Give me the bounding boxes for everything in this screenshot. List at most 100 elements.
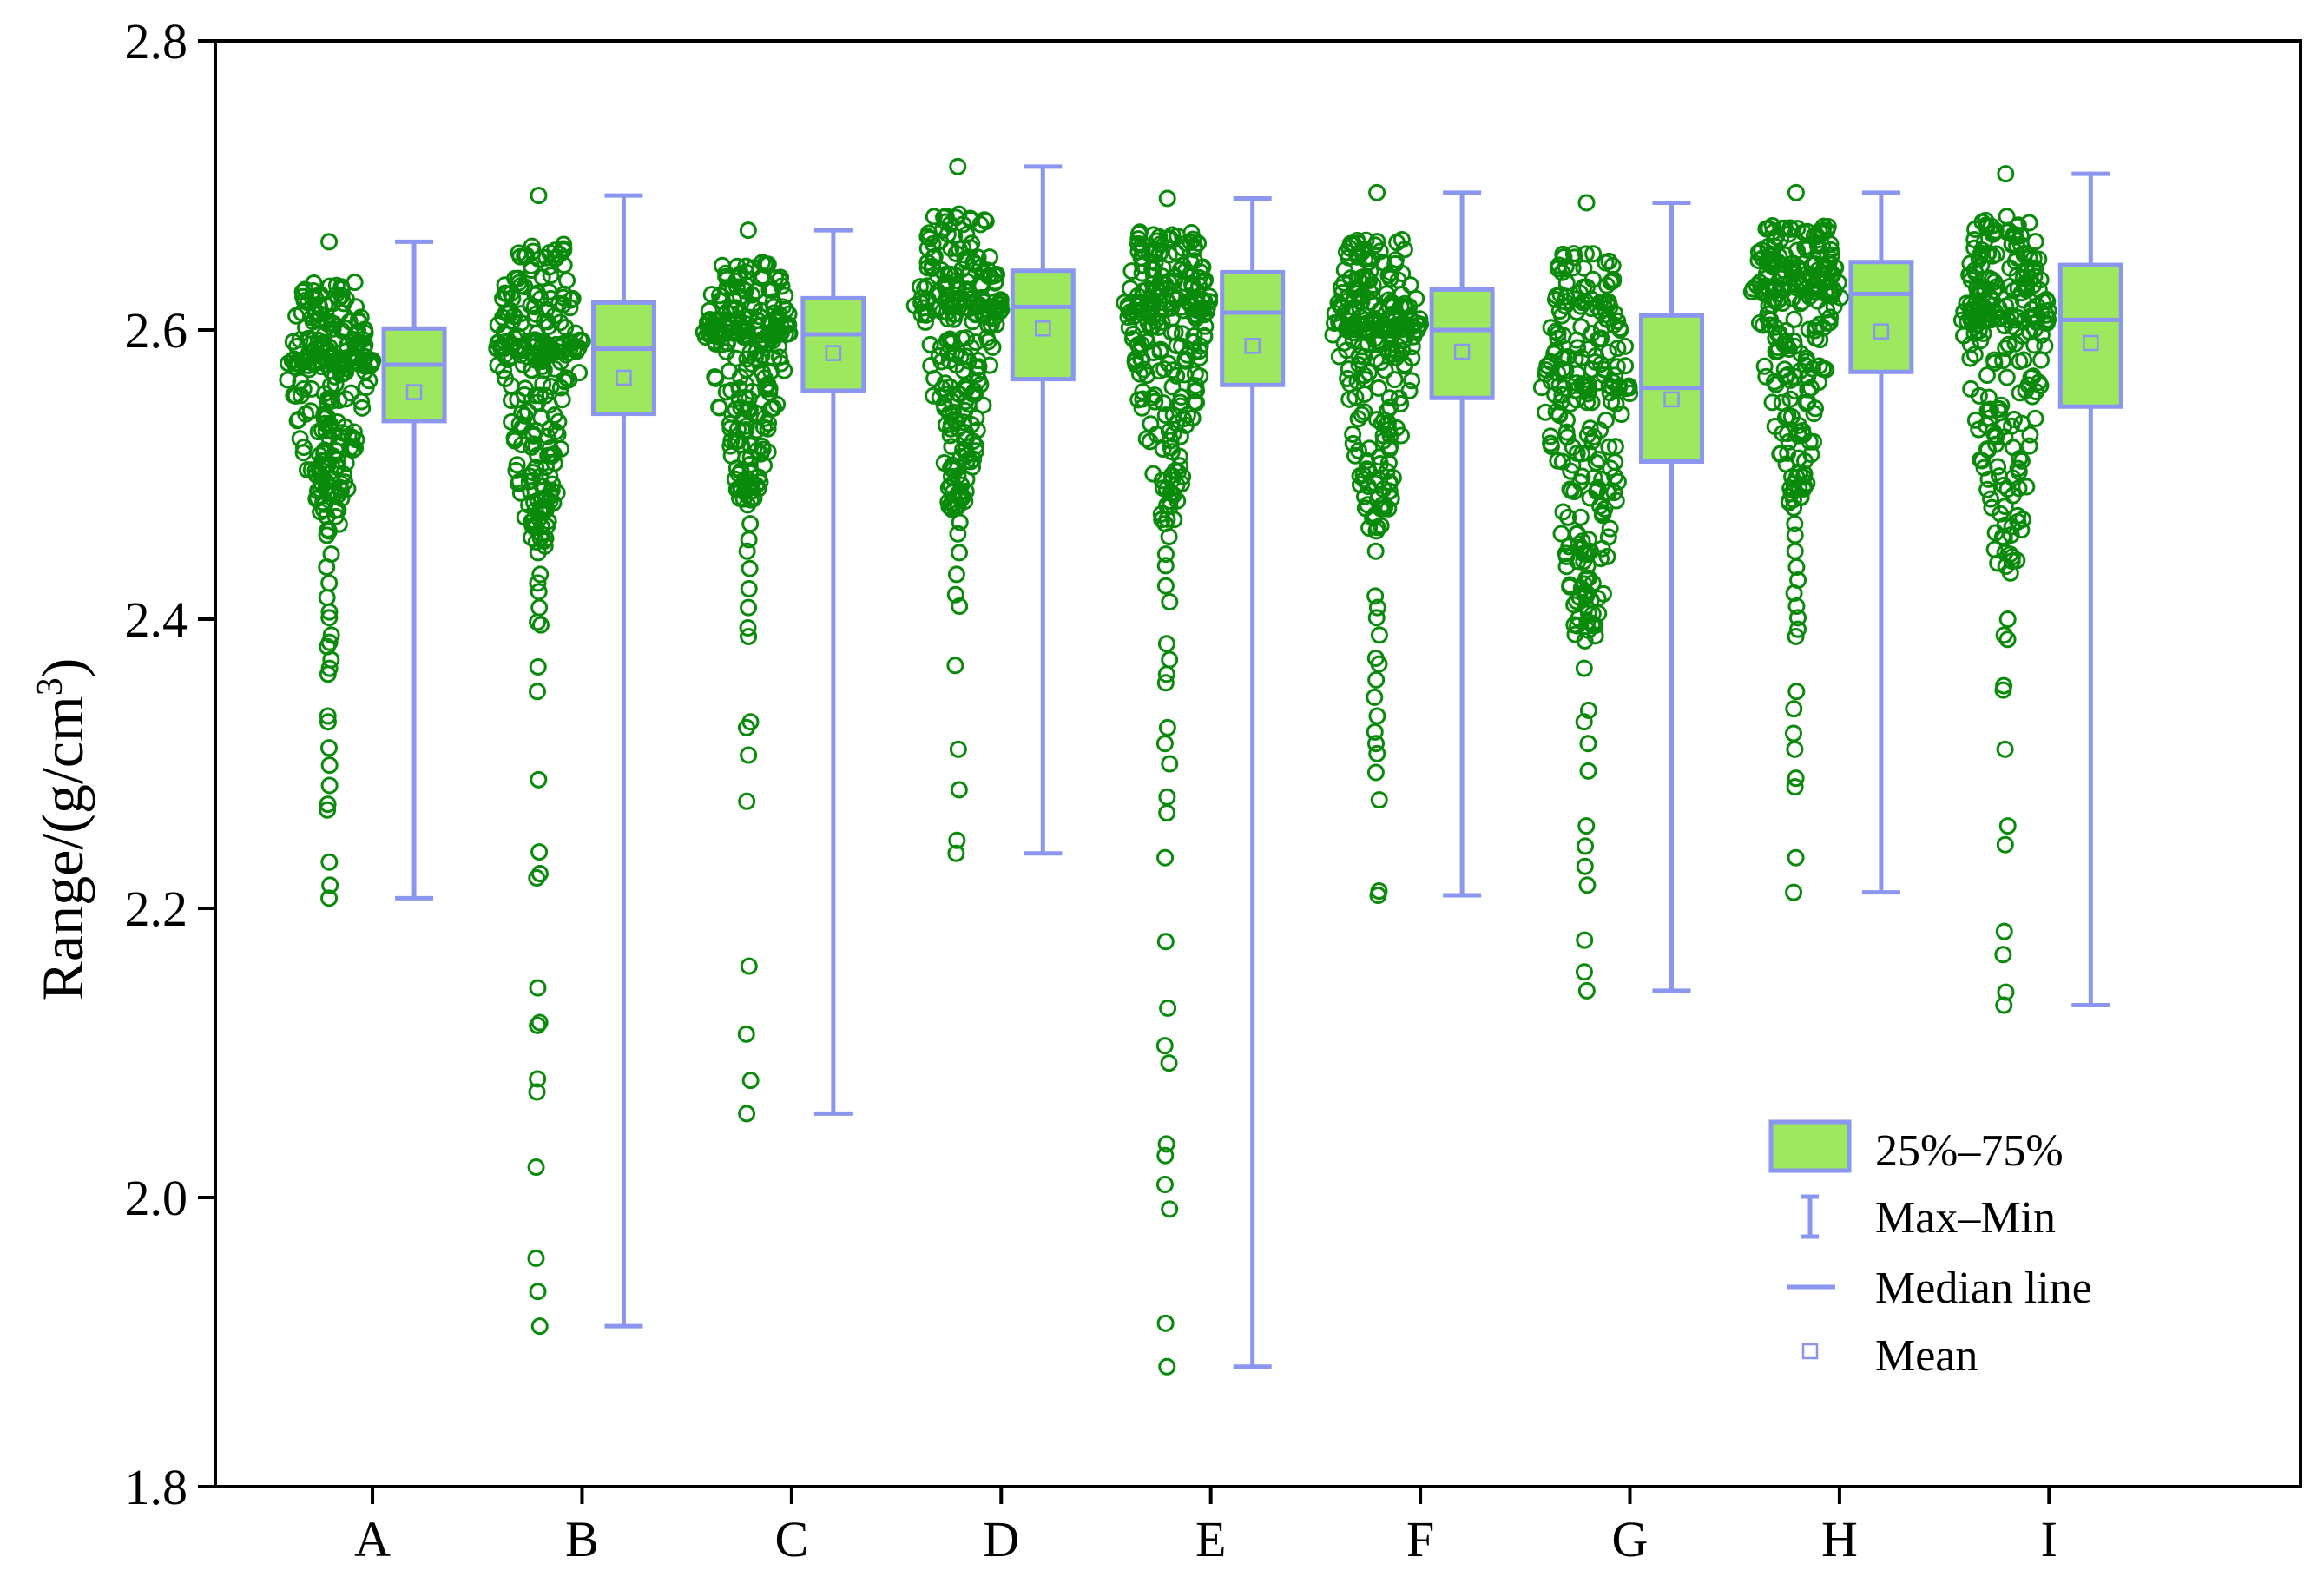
- outlier-point: [529, 1283, 547, 1301]
- data-point: [1384, 294, 1402, 313]
- data-point: [1557, 558, 1576, 576]
- data-point: [1195, 273, 1213, 291]
- data-point: [1591, 294, 1610, 312]
- data-point: [330, 392, 348, 410]
- outlier-point: [528, 869, 546, 887]
- outlier-point: [1367, 609, 1386, 627]
- data-point: [981, 356, 999, 374]
- data-point: [1985, 353, 2004, 372]
- outlier-point: [1366, 506, 1384, 525]
- data-point: [324, 355, 342, 373]
- data-point: [300, 329, 319, 347]
- box-D: [1010, 164, 1076, 856]
- data-point: [1787, 279, 1805, 297]
- outlier-point: [1366, 587, 1385, 605]
- outlier-point: [1578, 557, 1597, 575]
- data-point: [756, 254, 774, 273]
- data-point: [1979, 388, 1998, 406]
- data-point: [1337, 243, 1355, 261]
- data-point: [1577, 278, 1596, 296]
- outlier-point: [1785, 883, 1803, 901]
- data-point: [1126, 350, 1144, 368]
- data-point: [352, 308, 370, 327]
- outlier-point: [1156, 557, 1175, 575]
- data-point: [1819, 218, 1837, 236]
- legend-label-range: Max–Min: [1875, 1193, 2056, 1243]
- data-point: [1810, 271, 1828, 289]
- outlier-point: [527, 518, 545, 536]
- outlier-point: [1784, 724, 1802, 742]
- data-point: [949, 419, 967, 438]
- data-point: [1174, 467, 1192, 485]
- data-point: [991, 295, 1010, 313]
- data-point: [1580, 380, 1598, 399]
- outlier-point: [1998, 480, 2017, 498]
- outlier-point: [1579, 735, 1597, 753]
- data-point: [279, 371, 297, 389]
- data-point: [1754, 249, 1772, 267]
- outlier-point: [1995, 676, 2013, 695]
- data-point: [1767, 375, 1785, 393]
- data-point: [2024, 387, 2042, 406]
- data-point: [546, 250, 564, 268]
- data-point: [739, 400, 757, 419]
- outlier-point: [950, 781, 968, 799]
- outlier-point: [322, 626, 340, 644]
- data-point: [1392, 426, 1411, 445]
- data-point: [332, 489, 351, 507]
- outlier-point: [1156, 933, 1175, 951]
- data-point: [1380, 482, 1399, 500]
- data-point: [540, 282, 558, 300]
- data-point: [1569, 339, 1587, 357]
- data-point: [1564, 259, 1582, 277]
- data-point: [1823, 287, 1841, 305]
- data-point: [1548, 287, 1566, 305]
- outlier-point: [1996, 516, 2014, 534]
- outlier-point: [1576, 931, 1594, 949]
- data-point: [1542, 434, 1560, 452]
- data-point: [1171, 397, 1189, 415]
- data-point: [2008, 267, 2026, 285]
- data-point: [1571, 508, 1590, 526]
- data-point: [1158, 189, 1176, 208]
- data-point: [2008, 248, 2026, 267]
- data-point: [525, 298, 543, 316]
- data-point: [2026, 233, 2044, 251]
- data-point: [1755, 357, 1774, 375]
- data-point: [343, 428, 361, 446]
- data-point: [1557, 411, 1576, 429]
- outlier-point: [529, 657, 547, 676]
- legend-whisker-icon: [1801, 1194, 1819, 1239]
- data-point: [2039, 301, 2057, 320]
- iqr-box: [800, 295, 866, 393]
- data-point: [1176, 350, 1195, 368]
- data-point: [548, 342, 566, 360]
- outlier-point: [740, 627, 758, 645]
- data-point: [2004, 439, 2022, 457]
- data-point: [1611, 320, 1629, 339]
- y-tick-label: 2.0: [125, 1170, 188, 1226]
- data-point: [1154, 274, 1172, 292]
- data-point: [1144, 465, 1162, 483]
- data-point: [1344, 425, 1362, 443]
- data-point: [1601, 519, 1619, 538]
- data-point: [1378, 463, 1396, 481]
- data-point: [724, 291, 742, 309]
- outlier-point: [319, 455, 337, 473]
- iqr-box: [381, 326, 447, 424]
- data-point: [1188, 301, 1207, 320]
- iqr-box: [1010, 268, 1076, 382]
- data-point: [1781, 220, 1800, 238]
- outlier-point: [948, 831, 966, 849]
- data-point: [1979, 441, 1998, 459]
- data-point: [1608, 358, 1626, 376]
- points-group-A: [279, 233, 382, 907]
- data-point: [1537, 361, 1556, 379]
- data-point: [1358, 460, 1376, 478]
- outlier-point: [1156, 577, 1175, 595]
- data-point: [337, 454, 355, 472]
- data-point: [1605, 484, 1623, 502]
- mean-marker: [1873, 323, 1890, 340]
- data-point: [1788, 241, 1807, 260]
